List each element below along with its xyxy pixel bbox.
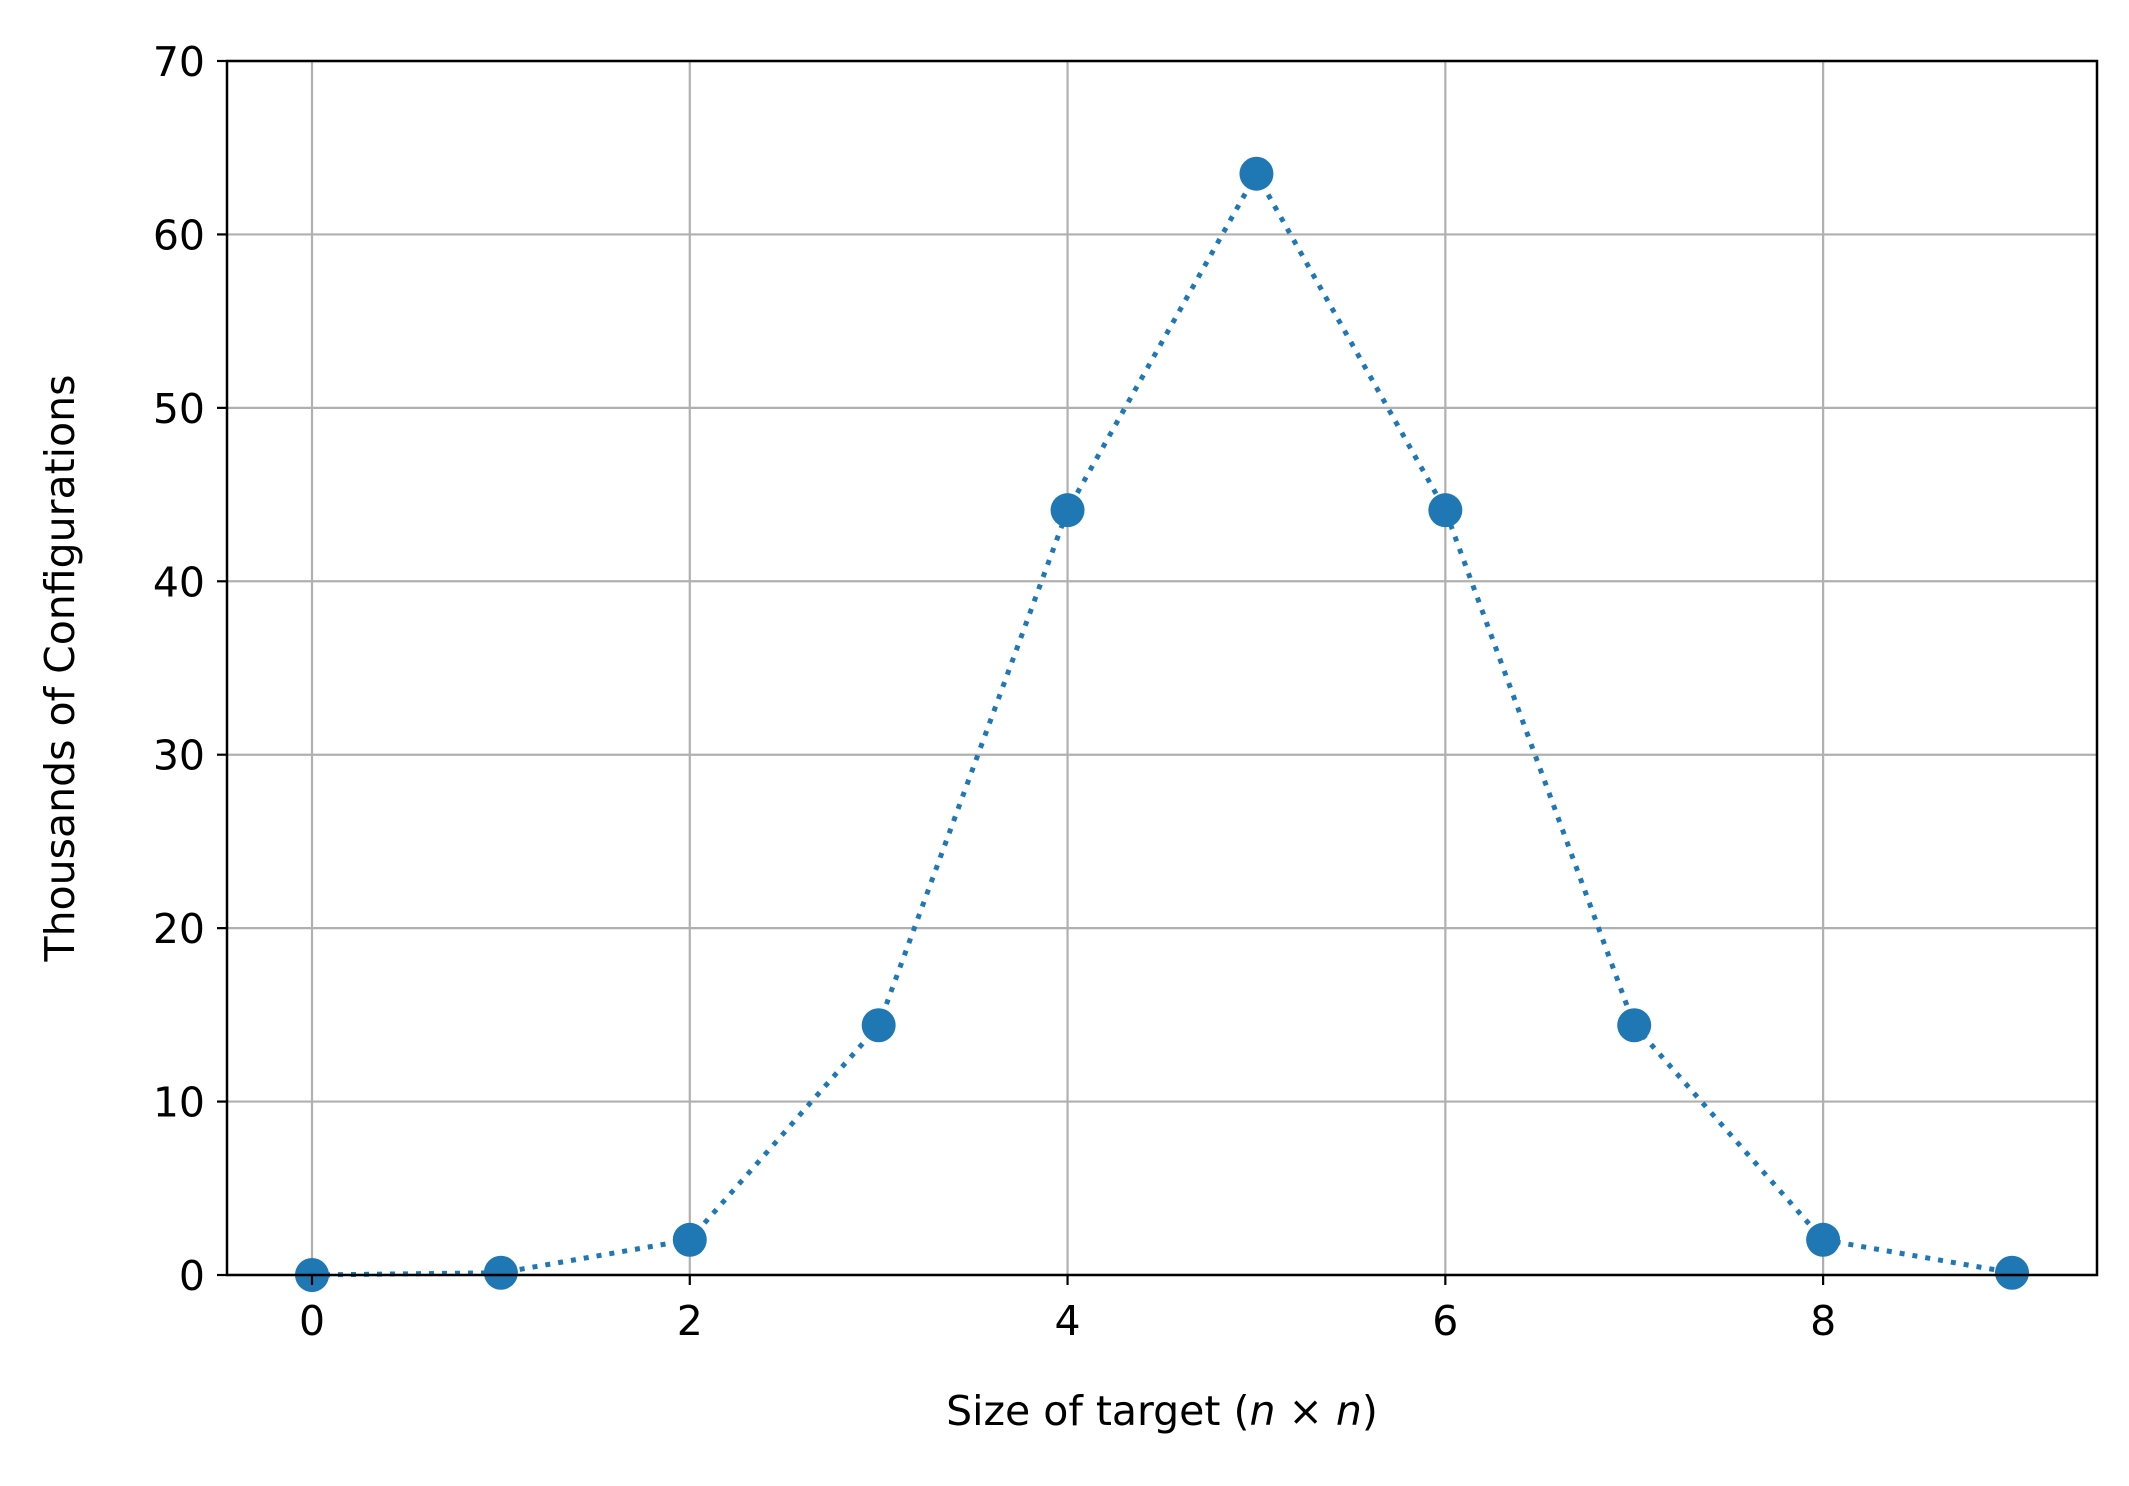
axes-frame — [225, 59, 2099, 1277]
y-tick-label: 40 — [153, 558, 205, 606]
y-tick-label: 50 — [153, 385, 205, 433]
data-point — [1806, 1222, 1841, 1257]
x-tick-label: 0 — [299, 1297, 325, 1345]
x-tick-label: 8 — [1810, 1297, 1836, 1345]
series-layer — [295, 156, 2029, 1292]
data-point — [672, 1222, 707, 1257]
y-tick-label: 0 — [179, 1252, 205, 1300]
data-point — [1428, 493, 1463, 528]
x-axis-label-text: Size of target ( — [946, 1387, 1249, 1435]
x-axis-label-math: n × n — [1250, 1387, 1362, 1435]
y-tick-label: 30 — [153, 732, 205, 780]
y-tick-label: 10 — [153, 1079, 205, 1127]
series-line — [311, 168, 2013, 1278]
data-point — [1995, 1255, 2029, 1290]
grid — [227, 59, 2097, 1277]
data-point — [861, 1008, 896, 1043]
data-point — [483, 1255, 518, 1290]
x-tick-label: 4 — [1055, 1297, 1081, 1345]
y-axis-label: Thousands of Configurations — [36, 375, 84, 963]
data-point — [1239, 156, 1274, 191]
data-point — [1617, 1008, 1652, 1043]
y-tick-label: 60 — [153, 211, 205, 259]
y-tick-label: 20 — [153, 905, 205, 953]
x-tick-label: 2 — [677, 1297, 703, 1345]
y-tick-label: 70 — [153, 38, 205, 86]
x-tick-label: 6 — [1432, 1297, 1458, 1345]
data-point — [1050, 493, 1085, 528]
ticks: 0 2 4 6 8 0 10 20 30 40 50 60 70 — [153, 38, 1836, 1345]
x-axis-label: Size of target (n × n) — [946, 1387, 1378, 1435]
x-axis-label-close: ) — [1362, 1387, 1378, 1435]
